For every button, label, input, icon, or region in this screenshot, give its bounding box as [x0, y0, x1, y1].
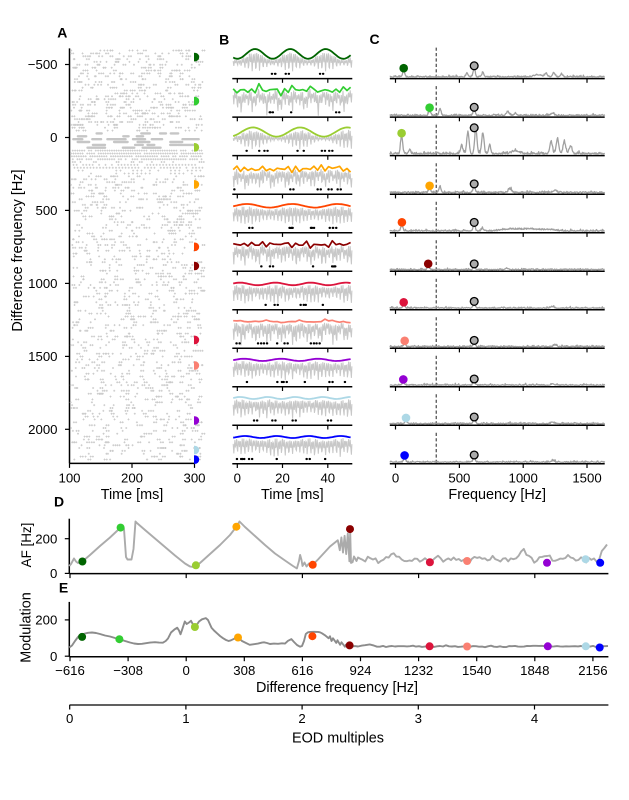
svg-text:4: 4 [531, 711, 538, 726]
svg-text:1000: 1000 [28, 276, 57, 291]
svg-text:40: 40 [320, 471, 335, 486]
svg-text:0: 0 [392, 471, 399, 486]
svg-text:924: 924 [349, 663, 371, 678]
svg-text:Modulation: Modulation [19, 592, 35, 662]
svg-text:1848: 1848 [520, 663, 549, 678]
svg-text:0: 0 [50, 649, 57, 664]
svg-text:300: 300 [183, 470, 205, 485]
svg-text:2156: 2156 [578, 663, 607, 678]
svg-text:−308: −308 [113, 663, 143, 678]
svg-text:1: 1 [182, 711, 189, 726]
svg-text:Difference frequency [Hz]: Difference frequency [Hz] [256, 680, 418, 696]
svg-text:B: B [219, 32, 229, 48]
svg-text:100: 100 [58, 470, 80, 485]
svg-text:E: E [59, 580, 68, 596]
svg-text:1500: 1500 [572, 471, 601, 486]
svg-text:2: 2 [298, 711, 305, 726]
svg-text:EOD multiples: EOD multiples [292, 731, 384, 747]
svg-text:616: 616 [291, 663, 313, 678]
svg-text:0: 0 [66, 711, 73, 726]
svg-text:2000: 2000 [28, 422, 57, 437]
svg-text:Time [ms]: Time [ms] [261, 487, 324, 503]
svg-text:1500: 1500 [28, 349, 57, 364]
svg-text:AF [Hz]: AF [Hz] [19, 523, 34, 568]
svg-text:C: C [370, 31, 380, 47]
svg-text:A: A [57, 24, 67, 40]
svg-text:200: 200 [35, 531, 57, 546]
svg-text:−500: −500 [28, 57, 58, 72]
svg-text:1540: 1540 [462, 663, 491, 678]
svg-text:1232: 1232 [404, 663, 433, 678]
svg-text:1000: 1000 [509, 471, 538, 486]
svg-text:Difference frequency [Hz]: Difference frequency [Hz] [10, 170, 26, 332]
svg-text:0: 0 [183, 663, 190, 678]
svg-text:Time [ms]: Time [ms] [101, 487, 164, 503]
svg-text:−616: −616 [55, 663, 85, 678]
svg-text:200: 200 [121, 470, 143, 485]
svg-text:500: 500 [35, 203, 57, 218]
svg-text:20: 20 [275, 471, 290, 486]
svg-text:308: 308 [233, 663, 255, 678]
svg-text:200: 200 [35, 613, 57, 628]
svg-text:0: 0 [234, 471, 241, 486]
svg-text:3: 3 [415, 711, 422, 726]
svg-text:0: 0 [50, 130, 57, 145]
svg-text:500: 500 [448, 471, 470, 486]
svg-text:0: 0 [50, 566, 57, 581]
svg-text:Frequency [Hz]: Frequency [Hz] [448, 487, 546, 503]
svg-text:D: D [54, 494, 64, 510]
